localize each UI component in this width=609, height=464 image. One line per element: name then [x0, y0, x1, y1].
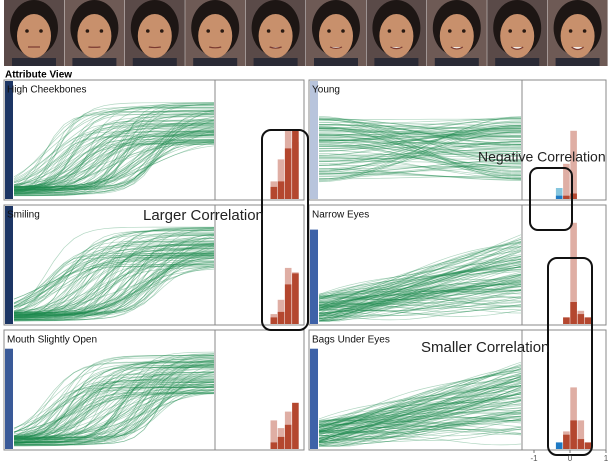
- axis-tick-label: 1: [604, 454, 609, 463]
- face: [561, 14, 595, 58]
- face: [17, 14, 51, 58]
- histogram-bar: [563, 196, 570, 199]
- attribute-label: Narrow Eyes: [312, 210, 369, 221]
- indicator: [5, 81, 13, 199]
- eye: [267, 29, 271, 33]
- histogram-bar: [570, 420, 577, 449]
- annotation: Larger Correlation: [143, 207, 264, 224]
- mouth: [270, 47, 282, 48]
- collar: [193, 58, 237, 66]
- face: [138, 14, 172, 58]
- mouth: [330, 47, 342, 48]
- eye: [448, 29, 452, 33]
- eye: [402, 29, 406, 33]
- face: [77, 14, 111, 58]
- eye: [86, 29, 90, 33]
- face: [319, 14, 353, 58]
- collar: [556, 58, 600, 66]
- collar: [254, 58, 298, 66]
- eye: [160, 29, 164, 33]
- attribute-label: Bags Under Eyes: [312, 335, 390, 346]
- eye: [508, 29, 512, 33]
- axis-tick-label: -1: [530, 454, 538, 463]
- histogram-bar: [271, 442, 278, 449]
- indicator: [310, 81, 318, 199]
- histogram-bar: [285, 148, 292, 199]
- histogram-bar: [556, 196, 563, 199]
- histogram-bar: [271, 317, 278, 324]
- histogram-bar: [271, 187, 278, 199]
- eye: [462, 29, 466, 33]
- eye: [327, 29, 331, 33]
- indicator: [310, 349, 318, 449]
- face: [379, 14, 413, 58]
- histogram-bar: [292, 131, 299, 199]
- eye: [522, 29, 526, 33]
- indicator: [5, 349, 13, 449]
- histogram-bar: [556, 442, 563, 449]
- eye: [569, 29, 573, 33]
- eye: [388, 29, 392, 33]
- panels: High Cheekbones Young Smiling Narrow Eyes Mo…: [4, 80, 606, 450]
- face: [440, 14, 474, 58]
- eye: [220, 29, 224, 33]
- face-strip: [4, 0, 608, 66]
- mouth: [149, 47, 161, 48]
- eye: [100, 29, 104, 33]
- histogram-bar: [292, 273, 299, 324]
- face: [198, 14, 232, 58]
- histogram-bar: [570, 302, 577, 324]
- eye: [39, 29, 43, 33]
- histogram-bar: [578, 314, 585, 324]
- axis-tick-label: 0: [568, 454, 573, 463]
- collar: [495, 58, 539, 66]
- eye: [281, 29, 285, 33]
- attribute-label: Young: [312, 85, 340, 96]
- collar: [133, 58, 177, 66]
- collar: [374, 58, 418, 66]
- collar: [12, 58, 56, 66]
- view-title: Attribute View: [5, 70, 72, 81]
- attribute-view-screenshot: Attribute View High Cheekbones Young Smili…: [0, 0, 609, 464]
- face: [500, 14, 534, 58]
- histogram-bar: [278, 181, 285, 199]
- eye: [25, 29, 29, 33]
- eye: [583, 29, 587, 33]
- histogram-bar: [292, 403, 299, 449]
- collar: [314, 58, 358, 66]
- collar: [435, 58, 479, 66]
- mouth: [390, 47, 402, 49]
- indicator: [5, 206, 13, 324]
- histogram-bar: [563, 317, 570, 324]
- face: [259, 14, 293, 58]
- indicator: [310, 230, 318, 324]
- attribute-label: High Cheekbones: [7, 85, 87, 96]
- eye: [341, 29, 345, 33]
- collar: [72, 58, 116, 66]
- attribute-label: Smiling: [7, 210, 40, 221]
- annotation: Smaller Correlation: [421, 339, 549, 356]
- histogram-bar: [578, 439, 585, 449]
- histogram-bar: [585, 442, 592, 449]
- histogram-bar: [585, 317, 592, 324]
- histogram-bar: [285, 425, 292, 449]
- annotation: Negative Correlation: [478, 149, 606, 165]
- histogram-bar: [563, 435, 570, 449]
- histogram-bar: [278, 437, 285, 449]
- histogram-bar: [278, 312, 285, 324]
- attribute-label: Mouth Slightly Open: [7, 335, 97, 346]
- eye: [146, 29, 150, 33]
- eye: [206, 29, 210, 33]
- histogram-bar: [285, 284, 292, 324]
